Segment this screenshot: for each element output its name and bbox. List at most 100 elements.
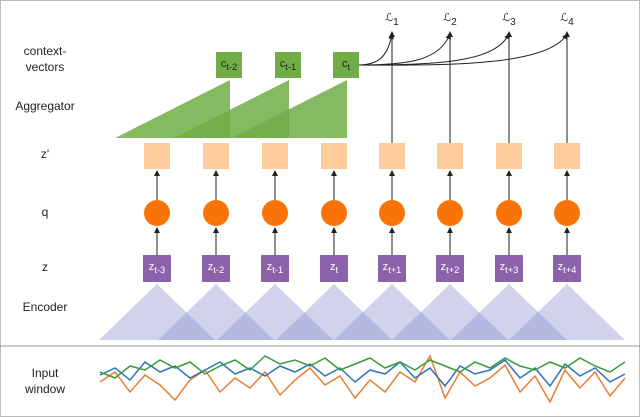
label-base: z [383,261,389,273]
node-label: zt+1 [383,261,402,276]
z-prime-node [203,143,229,169]
label-sub: t+2 [446,265,459,275]
label-base: z [441,261,447,273]
label-sub: t [335,265,338,275]
arrow [357,33,510,66]
label-sub: t+4 [563,265,576,275]
q-node [496,200,522,226]
encoder-triangle [392,284,508,340]
label-sub: t-2 [226,62,237,72]
aggregator-wedge [174,80,289,138]
label-sub: t+1 [388,265,401,275]
label-base: ℒ [443,12,451,24]
encoder [99,284,625,340]
label-sub: 1 [393,17,399,28]
waveform-blue [99,359,626,388]
encoder-triangle [158,284,274,340]
encoder-triangle [276,284,392,340]
label-base: ℒ [385,12,393,24]
encoder-triangle [451,284,567,340]
z-prime-node [321,143,347,169]
label-base: z [208,261,214,273]
row-label: Aggregator [15,99,74,113]
arrow [357,33,451,66]
z-node [143,255,171,282]
row-label: window [24,382,65,396]
label-sub: t-1 [272,265,283,275]
q-node [554,200,580,226]
z-prime-node [144,143,170,169]
label-base: ℒ [560,12,568,24]
row-label: q [42,205,49,219]
z-prime-node [437,143,463,169]
q-node [144,200,170,226]
arrow [357,33,395,66]
encoder-triangle [217,284,333,340]
node-label: ℒ4 [560,12,574,28]
label-base: c [280,58,286,70]
label-base: z [558,261,564,273]
node-label: zt+4 [558,261,577,276]
row-label: Encoder [23,300,68,314]
aggregator-wedge [232,80,347,138]
label-base: z [267,261,273,273]
z-node [495,255,523,282]
z-node [378,255,406,282]
row-label: z' [41,147,49,161]
z-node [553,255,581,282]
q-node [262,200,288,226]
waveforms [99,354,626,404]
q-node [379,200,405,226]
node-label: ℒ1 [385,12,399,28]
node-label: zt-3 [149,261,165,276]
row-label: context- [24,44,67,58]
node-label: ct [342,58,351,73]
waveform-green [99,355,626,379]
z-prime-node [554,143,580,169]
q-node [437,200,463,226]
z-prime-node [262,143,288,169]
arrow [357,33,568,66]
nodes: zt-3 zt-2 zt-1 zt zt+1 zt+2 zt+3 zt+4ct-2 ct-1 ct… [143,12,581,282]
node-label: ℒ2 [443,12,457,28]
label-sub: t-1 [285,62,296,72]
row-label: vectors [26,60,65,74]
z-node [202,255,230,282]
label-sub: t+3 [505,265,518,275]
row-labels: context-vectors Aggregator z' q z Encoder Inpu… [15,44,74,396]
label-sub: t [347,62,350,72]
node-label: zt-1 [267,261,283,276]
label-sub: 4 [568,17,574,28]
label-base: c [342,58,348,70]
encoder-triangle [99,284,215,340]
label-sub: 2 [451,17,457,28]
z-node [320,255,348,282]
context-vector-node [216,52,242,78]
aggregator-wedge [115,80,230,138]
node-label: ct-1 [280,58,296,73]
z-node [436,255,464,282]
label-sub: t-2 [213,265,224,275]
node-label: ℒ3 [502,12,516,28]
aggregator [115,80,347,138]
q-node [203,200,229,226]
label-base: z [149,261,155,273]
row-label: z [42,260,48,274]
encoder-triangle [509,284,625,340]
label-sub: 3 [510,17,516,28]
node-label: zt [330,261,339,276]
waveform-orange [99,354,626,404]
label-base: ℒ [502,12,510,24]
encoder-triangle [334,284,450,340]
q-node [321,200,347,226]
label-sub: t-3 [154,265,165,275]
node-label: zt-2 [208,261,224,276]
arrows [154,31,570,255]
z-prime-node [379,143,405,169]
label-base: c [221,58,227,70]
context-vector-node [275,52,301,78]
node-label: zt+2 [441,261,460,276]
label-base: z [500,261,506,273]
